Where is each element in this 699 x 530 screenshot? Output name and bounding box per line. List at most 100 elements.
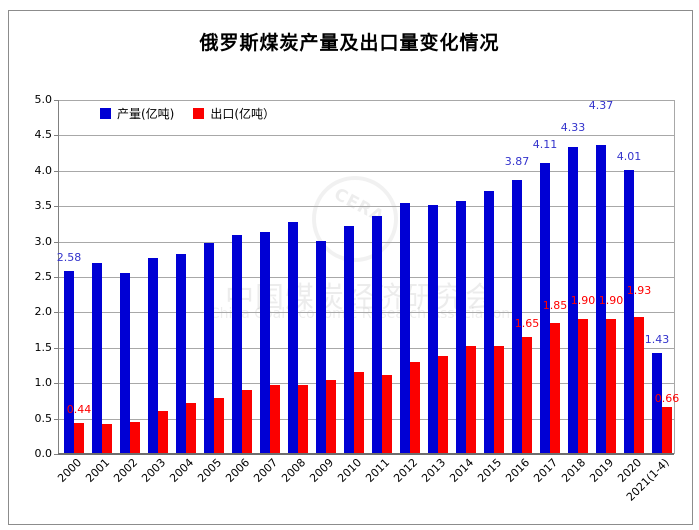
bar-production-2020: [624, 170, 634, 454]
gridline-2.0: [58, 312, 674, 314]
y-axis-tick-3.0: [54, 241, 58, 243]
bar-production-2008: [288, 221, 298, 454]
bar-export-2004: [186, 403, 196, 454]
bar-production-2007: [260, 231, 270, 454]
bar-production-2003: [148, 257, 158, 454]
bar-production-2017: [540, 163, 550, 454]
bar-export-2006: [242, 389, 252, 454]
value-label-export-2019: 1.90: [598, 294, 624, 308]
chart-title: 俄罗斯煤炭产量及出口量变化情况: [199, 33, 500, 54]
y-axis-tick-0.0: [54, 454, 58, 455]
bar-export-2005: [214, 398, 224, 454]
value-label-export-2018: 1.90: [570, 294, 596, 308]
y-axis-tick-1.0: [54, 383, 58, 385]
bar-export-2018: [578, 319, 588, 454]
gridline-0.5: [58, 418, 674, 420]
value-label-production-2018: 4.33: [560, 121, 586, 135]
cera-logo-watermark: CERA: [312, 176, 398, 262]
bar-production-2012: [400, 202, 410, 454]
bar-production-2010: [344, 226, 354, 454]
bar-production-2001: [92, 262, 102, 454]
legend-label-production: 产量(亿吨): [117, 107, 175, 121]
bar-export-2002: [130, 422, 140, 454]
bar-export-2001: [102, 424, 112, 454]
gridline-4.5: [58, 135, 674, 137]
bar-production-2015: [484, 190, 494, 454]
bar-export-2012: [410, 361, 420, 454]
gridline-5.0: [58, 100, 674, 101]
bar-production-2018: [568, 147, 578, 454]
bar-production-2000: [64, 271, 74, 454]
bar-production-2006: [232, 235, 242, 454]
bar-production-2004: [176, 254, 186, 454]
bar-export-2014: [466, 346, 476, 454]
gridline-3.0: [58, 241, 674, 243]
y-axis-tick-1.5: [54, 347, 58, 349]
gridline-3.5: [58, 206, 674, 208]
bar-production-2005: [204, 243, 214, 454]
value-label-export-2021(1-4): 0.66: [654, 392, 680, 406]
bar-export-2000: [74, 422, 84, 454]
y-axis-label-4.5: 4.5: [34, 128, 53, 142]
bar-production-2016: [512, 180, 522, 454]
value-label-production-2021(1-4): 1.43: [644, 332, 670, 346]
plot-right-border: [674, 100, 675, 454]
chart-legend: 产量(亿吨) 出口(亿吨）: [100, 105, 275, 122]
y-axis-tick-2.5: [54, 277, 58, 278]
value-label-production-2000: 2.58: [56, 251, 82, 265]
bar-export-2019: [606, 319, 616, 454]
bar-export-2003: [158, 410, 168, 454]
y-axis-label-0.0: 0.0: [34, 447, 53, 460]
y-axis-label-4.0: 4.0: [34, 163, 53, 177]
x-axis-line: [58, 453, 674, 455]
value-label-production-2019: 4.37: [588, 98, 614, 112]
legend-item-export: 出口(亿吨）: [193, 105, 275, 122]
y-axis-tick-0.5: [54, 418, 58, 420]
y-axis-tick-4.5: [54, 135, 58, 137]
value-label-export-2017: 1.85: [542, 299, 568, 313]
bar-export-2013: [438, 355, 448, 454]
y-axis-label-1.5: 1.5: [34, 340, 53, 354]
gridline-2.5: [58, 277, 674, 278]
gridline-1.0: [58, 383, 674, 385]
legend-label-export: 出口(亿吨）: [210, 107, 276, 121]
bar-export-2015: [494, 346, 504, 454]
bar-export-2011: [382, 375, 392, 454]
gridline-1.5: [58, 347, 674, 349]
value-label-export-2016: 1.65: [514, 317, 540, 331]
value-label-export-2000: 0.44: [66, 402, 92, 416]
y-axis-label-0.5: 0.5: [34, 411, 53, 425]
bar-production-2011: [372, 216, 382, 454]
bar-production-2021(1-4): [652, 352, 662, 454]
value-label-export-2020: 1.93: [626, 284, 652, 298]
y-axis-tick-2.0: [54, 312, 58, 314]
bar-production-2013: [428, 204, 438, 454]
legend-swatch-production: [100, 108, 111, 119]
bar-production-2019: [596, 144, 606, 454]
bar-production-2002: [120, 272, 130, 454]
legend-swatch-export: [193, 108, 205, 119]
y-axis-label-2.0: 2.0: [34, 305, 53, 319]
bar-export-2007: [270, 384, 280, 454]
bar-production-2014: [456, 200, 466, 454]
value-label-production-2017: 4.11: [532, 138, 558, 151]
bar-export-2017: [550, 323, 560, 454]
y-axis-label-1.0: 1.0: [34, 376, 53, 390]
bar-export-2010: [354, 371, 364, 454]
y-axis-line: [58, 100, 59, 454]
value-label-production-2020: 4.01: [616, 150, 642, 164]
value-label-production-2016: 3.87: [504, 155, 530, 168]
legend-item-production: 产量(亿吨): [100, 105, 174, 122]
bar-export-2016: [522, 337, 532, 454]
bar-production-2009: [316, 240, 326, 454]
y-axis-label-3.5: 3.5: [34, 199, 53, 213]
y-axis-label-2.5: 2.5: [34, 270, 53, 283]
bar-export-2020: [634, 317, 644, 454]
bar-export-2009: [326, 379, 336, 454]
y-axis-label-3.0: 3.0: [34, 234, 53, 248]
y-axis-tick-4.0: [54, 170, 58, 172]
gridline-4.0: [58, 170, 674, 172]
y-axis-tick-5.0: [54, 100, 58, 101]
bar-export-2008: [298, 385, 308, 454]
